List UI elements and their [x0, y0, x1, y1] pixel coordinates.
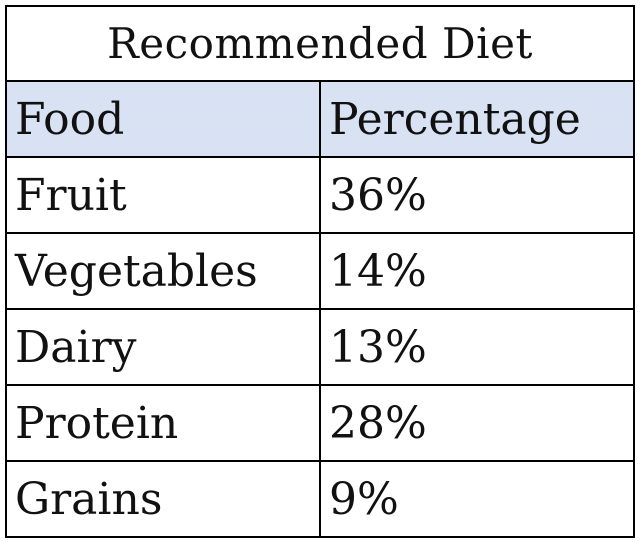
column-header-food: Food	[7, 80, 321, 158]
percentage-cell: 28%	[318, 384, 634, 462]
header-row: Food Percentage	[7, 80, 634, 158]
food-cell: Grains	[7, 460, 321, 536]
table-row: Fruit 36%	[7, 156, 634, 234]
food-cell: Dairy	[7, 308, 321, 386]
food-cell: Fruit	[7, 156, 321, 234]
table-row: Vegetables 14%	[7, 232, 634, 310]
table-row: Grains 9%	[7, 460, 634, 536]
diet-table-container: Recommended Diet Food Percentage Fruit 3…	[5, 5, 635, 538]
percentage-cell: 9%	[318, 460, 634, 536]
food-cell: Protein	[7, 384, 321, 462]
food-cell: Vegetables	[7, 232, 321, 310]
table-title: Recommended Diet	[7, 7, 634, 82]
percentage-cell: 13%	[318, 308, 634, 386]
percentage-cell: 14%	[318, 232, 634, 310]
column-header-percentage: Percentage	[318, 80, 634, 158]
title-row: Recommended Diet	[7, 7, 634, 82]
recommended-diet-table: Recommended Diet Food Percentage Fruit 3…	[7, 7, 634, 536]
percentage-cell: 36%	[318, 156, 634, 234]
table-row: Dairy 13%	[7, 308, 634, 386]
table-row: Protein 28%	[7, 384, 634, 462]
